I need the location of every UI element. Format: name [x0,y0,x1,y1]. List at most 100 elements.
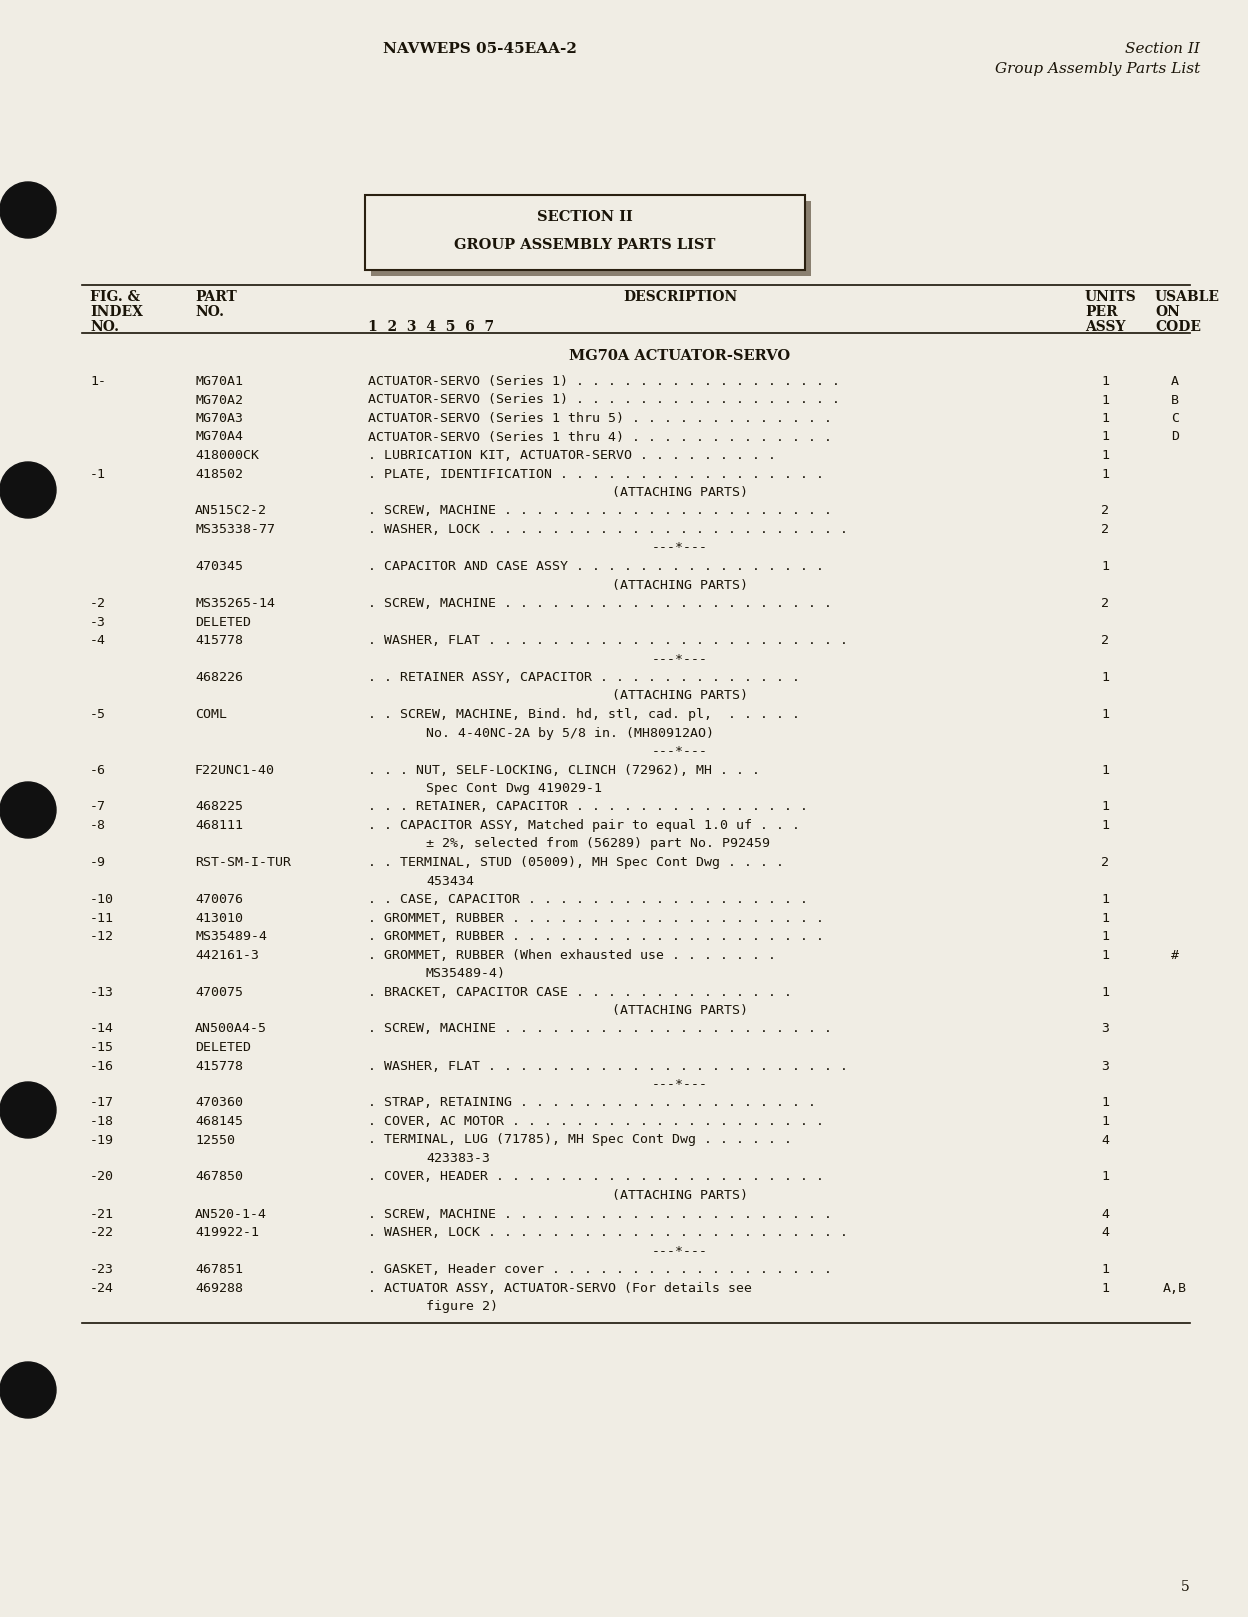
Text: -20: -20 [90,1171,114,1184]
Text: 3: 3 [1101,1059,1109,1072]
Text: 2: 2 [1101,505,1109,517]
Text: 419922-1: 419922-1 [195,1226,260,1239]
Text: 1: 1 [1101,467,1109,480]
Text: NO.: NO. [90,320,119,335]
Text: 468226: 468226 [195,671,243,684]
Text: 468225: 468225 [195,800,243,813]
Text: -16: -16 [90,1059,114,1072]
Text: 1: 1 [1101,393,1109,406]
Text: -11: -11 [90,912,114,925]
Text: ---*---: ---*--- [651,1245,708,1258]
Text: 1: 1 [1101,412,1109,425]
Text: 1: 1 [1101,893,1109,906]
Text: AN520-1-4: AN520-1-4 [195,1208,267,1221]
Text: . SCREW, MACHINE . . . . . . . . . . . . . . . . . . . . .: . SCREW, MACHINE . . . . . . . . . . . .… [368,1208,832,1221]
Text: 442161-3: 442161-3 [195,949,260,962]
Text: 1: 1 [1101,1096,1109,1109]
Text: . SCREW, MACHINE . . . . . . . . . . . . . . . . . . . . .: . SCREW, MACHINE . . . . . . . . . . . .… [368,1022,832,1035]
Text: . . CAPACITOR ASSY, Matched pair to equal 1.0 uf . . .: . . CAPACITOR ASSY, Matched pair to equa… [368,818,800,833]
Text: SECTION II: SECTION II [537,210,633,225]
Text: C: C [1171,412,1179,425]
Text: DELETED: DELETED [195,1041,251,1054]
Text: 1: 1 [1101,671,1109,684]
Text: . ACTUATOR ASSY, ACTUATOR-SERVO (For details see: . ACTUATOR ASSY, ACTUATOR-SERVO (For det… [368,1282,753,1295]
Text: 470360: 470360 [195,1096,243,1109]
Text: NAVWEPS 05-45EAA-2: NAVWEPS 05-45EAA-2 [383,42,577,57]
Text: ---*---: ---*--- [651,1079,708,1091]
Text: -24: -24 [90,1282,114,1295]
Text: . . RETAINER ASSY, CAPACITOR . . . . . . . . . . . . .: . . RETAINER ASSY, CAPACITOR . . . . . .… [368,671,800,684]
Text: 468111: 468111 [195,818,243,833]
Text: 470345: 470345 [195,559,243,572]
Text: . WASHER, LOCK . . . . . . . . . . . . . . . . . . . . . . .: . WASHER, LOCK . . . . . . . . . . . . .… [368,522,847,535]
Text: 418000CK: 418000CK [195,450,260,462]
Text: . TERMINAL, LUG (71785), MH Spec Cont Dwg . . . . . .: . TERMINAL, LUG (71785), MH Spec Cont Dw… [368,1134,792,1146]
Text: . SCREW, MACHINE . . . . . . . . . . . . . . . . . . . . .: . SCREW, MACHINE . . . . . . . . . . . .… [368,597,832,610]
Text: -23: -23 [90,1263,114,1276]
Text: -6: -6 [90,763,106,776]
Text: MS35265-14: MS35265-14 [195,597,275,610]
Text: -12: -12 [90,930,114,943]
Text: . WASHER, FLAT . . . . . . . . . . . . . . . . . . . . . . .: . WASHER, FLAT . . . . . . . . . . . . .… [368,634,847,647]
Text: -2: -2 [90,597,106,610]
Text: 1: 1 [1101,1171,1109,1184]
Text: . . SCREW, MACHINE, Bind. hd, stl, cad. pl,  . . . . .: . . SCREW, MACHINE, Bind. hd, stl, cad. … [368,708,800,721]
Text: MS35338-77: MS35338-77 [195,522,275,535]
Text: INDEX: INDEX [90,306,142,319]
Text: 467850: 467850 [195,1171,243,1184]
Text: GROUP ASSEMBLY PARTS LIST: GROUP ASSEMBLY PARTS LIST [454,238,715,252]
Text: 468145: 468145 [195,1116,243,1129]
Circle shape [0,1082,56,1138]
Text: B: B [1171,393,1179,406]
Circle shape [0,1362,56,1418]
Text: -3: -3 [90,616,106,629]
Text: 1: 1 [1101,985,1109,999]
Text: . STRAP, RETAINING . . . . . . . . . . . . . . . . . . .: . STRAP, RETAINING . . . . . . . . . . .… [368,1096,816,1109]
Text: MS35489-4): MS35489-4) [426,967,505,980]
Text: . GROMMET, RUBBER . . . . . . . . . . . . . . . . . . . .: . GROMMET, RUBBER . . . . . . . . . . . … [368,912,824,925]
Text: Spec Cont Dwg 419029-1: Spec Cont Dwg 419029-1 [426,783,602,796]
Circle shape [0,783,56,838]
Text: ---*---: ---*--- [651,542,708,555]
Text: 423383-3: 423383-3 [426,1151,490,1164]
Text: ASSY: ASSY [1085,320,1126,335]
Text: (ATTACHING PARTS): (ATTACHING PARTS) [612,1004,748,1017]
Text: 1: 1 [1101,949,1109,962]
Text: 453434: 453434 [426,875,474,888]
Text: MG70A ACTUATOR-SERVO: MG70A ACTUATOR-SERVO [569,349,790,362]
Text: -13: -13 [90,985,114,999]
Text: 469288: 469288 [195,1282,243,1295]
Text: 1: 1 [1101,559,1109,572]
Text: 413010: 413010 [195,912,243,925]
Text: -17: -17 [90,1096,114,1109]
Text: . . . NUT, SELF-LOCKING, CLINCH (72962), MH . . .: . . . NUT, SELF-LOCKING, CLINCH (72962),… [368,763,760,776]
Text: 4: 4 [1101,1208,1109,1221]
Text: . . CASE, CAPACITOR . . . . . . . . . . . . . . . . . .: . . CASE, CAPACITOR . . . . . . . . . . … [368,893,807,906]
Text: No. 4-40NC-2A by 5/8 in. (MH80912AO): No. 4-40NC-2A by 5/8 in. (MH80912AO) [426,726,714,739]
Text: -1: -1 [90,467,106,480]
Text: 470075: 470075 [195,985,243,999]
Text: MG70A1: MG70A1 [195,375,243,388]
Text: 1: 1 [1101,763,1109,776]
Text: Section II: Section II [1126,42,1201,57]
Text: Group Assembly Parts List: Group Assembly Parts List [995,61,1201,76]
Text: -18: -18 [90,1116,114,1129]
Text: 4: 4 [1101,1134,1109,1146]
Text: 1  2  3  4  5  6  7: 1 2 3 4 5 6 7 [368,320,494,335]
Text: (ATTACHING PARTS): (ATTACHING PARTS) [612,579,748,592]
Bar [364,196,805,270]
Circle shape [0,183,56,238]
Text: 2: 2 [1101,855,1109,868]
Text: figure 2): figure 2) [426,1300,498,1313]
Text: 1: 1 [1101,1263,1109,1276]
Text: . GROMMET, RUBBER (When exhausted use . . . . . . .: . GROMMET, RUBBER (When exhausted use . … [368,949,776,962]
Text: NO.: NO. [195,306,223,319]
Text: PART: PART [195,289,237,304]
Text: . WASHER, FLAT . . . . . . . . . . . . . . . . . . . . . . .: . WASHER, FLAT . . . . . . . . . . . . .… [368,1059,847,1072]
Text: ON: ON [1154,306,1179,319]
Text: 2: 2 [1101,634,1109,647]
Text: 418502: 418502 [195,467,243,480]
Text: . GROMMET, RUBBER . . . . . . . . . . . . . . . . . . . .: . GROMMET, RUBBER . . . . . . . . . . . … [368,930,824,943]
Text: -21: -21 [90,1208,114,1221]
Text: -7: -7 [90,800,106,813]
